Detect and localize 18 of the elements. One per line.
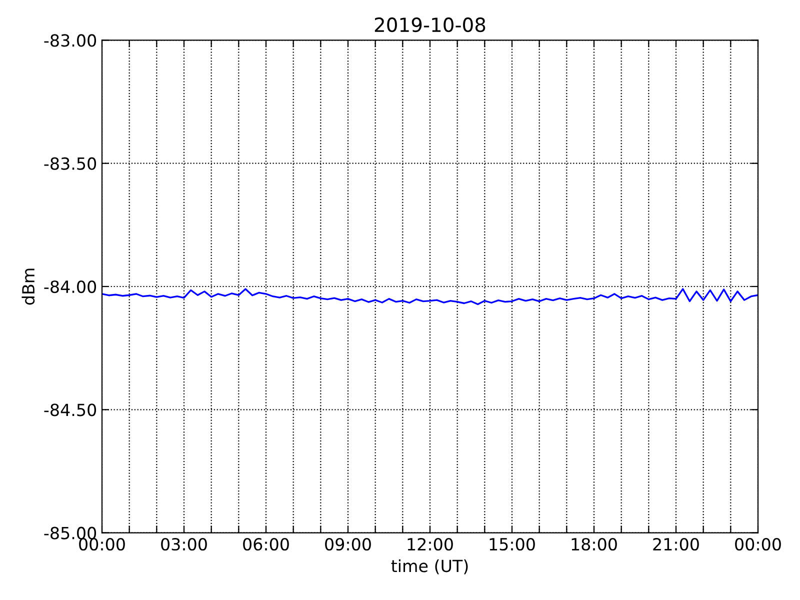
y-tick-label: -83.00 <box>44 34 96 47</box>
x-tick-label: 06:00 <box>243 538 289 551</box>
y-axis-title: dBm <box>22 268 35 305</box>
x-tick-label: 21:00 <box>653 538 699 551</box>
y-tick-label: -84.50 <box>44 404 96 416</box>
x-tick-label: 15:00 <box>490 538 535 551</box>
x-tick-label: 00:00 <box>79 538 125 551</box>
y-tick-label: -83.50 <box>44 157 96 170</box>
chart-title: 2019-10-08 <box>374 17 486 32</box>
y-tick-label: -85.00 <box>44 526 96 540</box>
x-tick-label: 03:00 <box>161 538 207 551</box>
x-tick-label: 09:00 <box>325 538 371 551</box>
x-tick-label: 18:00 <box>572 538 617 551</box>
line-series <box>102 288 758 306</box>
x-tick-label: 00:00 <box>735 538 781 551</box>
y-tick-label: -84.00 <box>44 280 96 294</box>
x-axis-title: time (UT) <box>391 559 468 574</box>
x-tick-label: 12:00 <box>408 538 453 551</box>
